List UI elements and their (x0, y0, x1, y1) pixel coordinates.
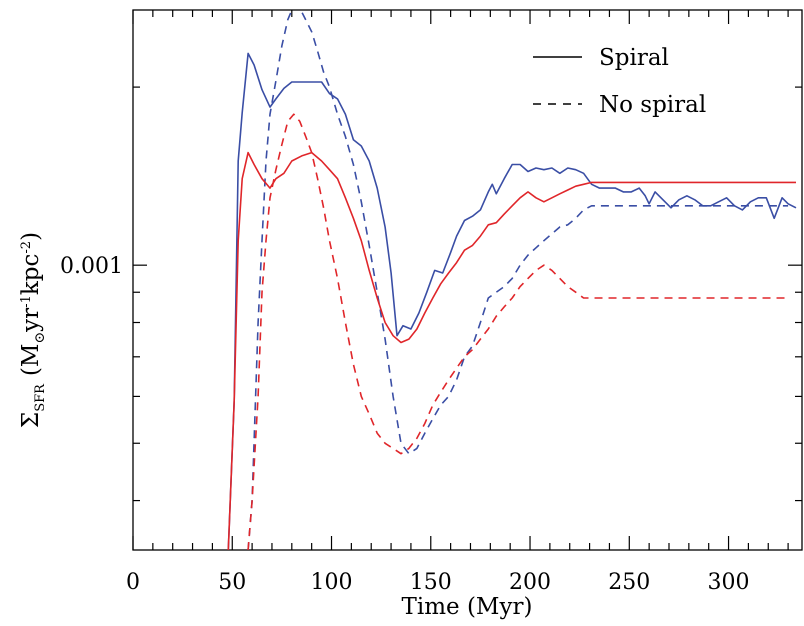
y-axis-label: ΣSFR (M⊙yr-1kpc-2) (18, 232, 48, 428)
x-tick-label: 300 (708, 570, 750, 595)
series-line-red-solid (227, 151, 796, 550)
series-line-blue-dashed (247, 10, 789, 550)
y-label-sigma: Σ (18, 412, 44, 428)
y-axis-label-text: ΣSFR (M⊙yr-1kpc-2) (18, 232, 48, 428)
legend-label-no-spiral: No spiral (599, 92, 706, 118)
y-label-kpc: kpc (18, 254, 44, 296)
x-tick-label: 100 (311, 570, 353, 595)
x-tick-label: 250 (608, 570, 650, 595)
y-label-yr: yr (18, 308, 44, 333)
plot-frame (132, 9, 803, 551)
y-label-units-close: ) (18, 232, 44, 241)
legend-label-spiral: Spiral (599, 45, 669, 71)
x-tick-label: 50 (218, 570, 246, 595)
y-label-units-open: (M (18, 344, 44, 377)
x-axis-ticks: 0 50 100 150 200 250 300 (126, 10, 789, 595)
y-axis-ticks: 0.001 (60, 86, 802, 502)
series-layer (227, 10, 797, 550)
x-tick-label: 200 (509, 570, 551, 595)
y-label-sun: ⊙ (32, 332, 48, 344)
series-line-red-dashed (247, 113, 789, 550)
legend: Spiral No spiral (533, 45, 706, 118)
y-tick-label: 0.001 (60, 254, 123, 279)
y-label-subscript: SFR (33, 383, 48, 412)
y-label-exp1: -1 (19, 295, 34, 308)
x-tick-label: 0 (126, 570, 140, 595)
x-axis-label: Time (Myr) (402, 594, 533, 620)
y-label-exp2: -2 (19, 241, 34, 254)
series-line-blue-solid (227, 52, 797, 550)
x-tick-label: 150 (410, 570, 452, 595)
